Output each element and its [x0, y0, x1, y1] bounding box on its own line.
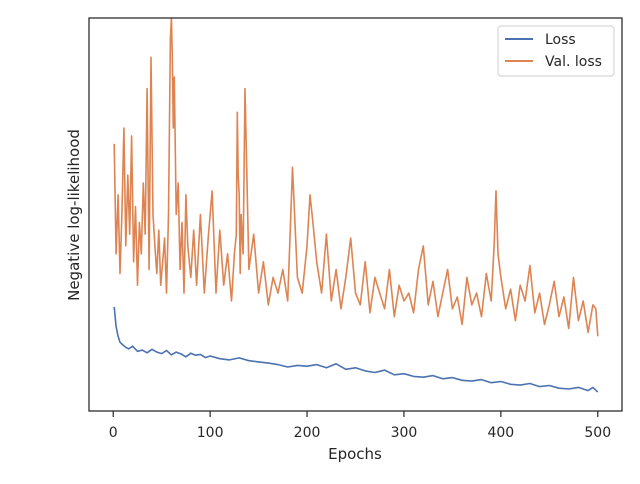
x-axis-label: Epochs	[328, 445, 382, 463]
x-tick-label: 0	[109, 425, 118, 441]
series-line-loss	[113, 306, 599, 393]
x-tick-label: 500	[584, 425, 611, 441]
x-axis-ticks: 0 100 200 300 400 500	[109, 411, 611, 441]
legend-label-loss: Loss	[545, 32, 576, 48]
legend-label-val-loss: Val. loss	[545, 54, 602, 70]
x-tick-label: 100	[197, 425, 224, 441]
y-axis-label: Negative log-likelihood	[65, 129, 83, 301]
x-tick-label: 200	[294, 425, 321, 441]
x-tick-label: 300	[391, 425, 418, 441]
legend: Loss Val. loss	[497, 25, 615, 77]
plot-frame	[88, 17, 623, 412]
series-layer	[113, 17, 599, 393]
series-line-val-loss	[113, 17, 599, 337]
x-tick-label: 400	[487, 425, 514, 441]
